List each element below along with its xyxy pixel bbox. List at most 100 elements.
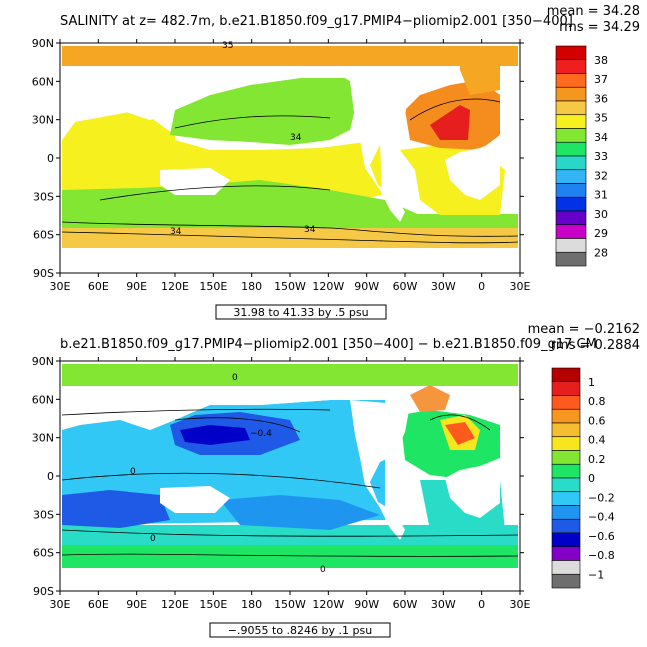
colorbar-swatch xyxy=(551,560,581,575)
colorbar-swatch xyxy=(551,408,581,424)
bottom-contour-1 xyxy=(61,408,331,416)
top-contour-atlantic xyxy=(409,98,501,121)
top-rms-label: rms = 34.29 xyxy=(559,20,640,35)
bottom-atlantic-orange xyxy=(445,422,475,445)
colorbar-label: 0 xyxy=(588,472,595,485)
top-contour-label-1: 35 xyxy=(222,41,233,51)
colorbar-swatch xyxy=(555,73,587,88)
lon-label: 150E xyxy=(199,280,227,293)
colorbar-swatch xyxy=(555,183,587,198)
lon-label: 150W xyxy=(274,598,306,611)
lon-label: 60E xyxy=(88,280,109,293)
lat-label: 60S xyxy=(33,229,54,242)
top-asia-landmass xyxy=(62,66,405,120)
lat-label: 0 xyxy=(47,152,54,165)
lat-label: 30N xyxy=(32,114,54,127)
lat-label: 90N xyxy=(32,355,54,368)
top-australia-landmass xyxy=(160,168,230,195)
lon-label: 90E xyxy=(126,598,147,611)
colorbar-swatch xyxy=(551,532,581,548)
colorbar-label: 31 xyxy=(594,189,608,202)
top-arctic-band xyxy=(62,46,518,66)
colorbar-label: 37 xyxy=(594,73,608,86)
top-contour-southern-1 xyxy=(61,221,519,237)
lon-label: 0 xyxy=(478,280,485,293)
bottom-kuroshio-darkblue xyxy=(180,425,250,445)
lon-label: 90W xyxy=(354,598,379,611)
top-contour-label-4: 34 xyxy=(304,225,316,235)
top-americas-landmass xyxy=(350,82,410,222)
bottom-rms-label: rms = 0.2884 xyxy=(551,338,640,353)
bottom-south-pacific-blue xyxy=(220,495,380,530)
top-contour-south-pacific xyxy=(99,185,331,201)
bottom-map-panel: b.e21.B1850.f09_g17.PMIP4−pliomip2.001 [… xyxy=(32,322,640,638)
bottom-ocean-fields xyxy=(61,364,519,591)
lon-label: 60E xyxy=(88,598,109,611)
colorbar-label: 35 xyxy=(594,112,608,125)
colorbar-swatch xyxy=(551,491,581,506)
lat-label: 90N xyxy=(32,37,54,50)
lon-label: 30E xyxy=(510,598,531,611)
top-contour-label-2: 34 xyxy=(290,133,302,143)
top-north-pacific-green xyxy=(170,78,360,145)
colorbar-swatch xyxy=(555,100,587,116)
bottom-contour-5 xyxy=(61,553,519,557)
lat-label: 60N xyxy=(32,393,54,406)
colorbar-swatch xyxy=(555,169,587,184)
colorbar-swatch xyxy=(551,477,581,493)
top-north-orange-patch xyxy=(460,55,500,95)
colorbar-label: 28 xyxy=(594,246,608,259)
top-title: SALINITY at z= 482.7m, b.e21.B1850.f09_g… xyxy=(60,14,573,29)
lat-label: 30S xyxy=(33,508,54,521)
top-mediterranean-red xyxy=(430,105,470,140)
bottom-range-box xyxy=(209,622,391,638)
lon-label: 30E xyxy=(50,280,71,293)
bottom-antarctica-landmass xyxy=(62,568,518,591)
bottom-contour-6 xyxy=(429,414,491,431)
lon-label: 120E xyxy=(161,280,189,293)
bottom-arctic-band xyxy=(62,364,518,386)
colorbar-swatch xyxy=(551,518,581,534)
bottom-colorbar: 1 0.8 0.6 0.4 0.2 0 −0.2 −0.4 −0.6 −0.8 −1 xyxy=(551,367,615,589)
lon-label: 60W xyxy=(393,280,418,293)
bottom-title: b.e21.B1850.f09_g17.PMIP4−pliomip2.001 [… xyxy=(60,337,597,352)
colorbar-swatch xyxy=(551,381,581,396)
lat-label: 30N xyxy=(32,432,54,445)
colorbar-label: 0.6 xyxy=(588,414,606,427)
lon-label: 60W xyxy=(393,598,418,611)
top-colorbar: 38 37 36 35 34 33 32 31 30 29 28 xyxy=(555,45,608,267)
colorbar-label: 0.8 xyxy=(588,395,606,408)
colorbar-swatch xyxy=(551,450,581,465)
colorbar-swatch xyxy=(555,155,587,171)
lon-label: 30E xyxy=(50,598,71,611)
bottom-contour-label-2: −0.4 xyxy=(250,429,272,439)
bottom-contour-4 xyxy=(61,529,519,537)
lon-label: 120W xyxy=(312,280,344,293)
colorbar-swatch xyxy=(551,367,581,383)
top-mean-label: mean = 34.28 xyxy=(547,4,640,19)
bottom-africa-landmass xyxy=(445,458,500,518)
lon-label: 150E xyxy=(199,598,227,611)
colorbar-swatch xyxy=(555,224,587,239)
colorbar-swatch xyxy=(555,251,587,267)
bottom-contour-label-4: 0 xyxy=(150,534,156,544)
bottom-mean-label: mean = −0.2162 xyxy=(528,322,640,337)
colorbar-label: −0.8 xyxy=(588,549,615,562)
colorbar-swatch xyxy=(555,86,587,102)
colorbar-swatch xyxy=(555,114,587,129)
top-map-panel: SALINITY at z= 482.7m, b.e21.B1850.f09_g… xyxy=(32,4,640,320)
bottom-south-indian-blue xyxy=(62,490,170,528)
colorbar-swatch xyxy=(551,436,581,451)
top-south-green xyxy=(62,180,420,224)
lat-label: 30S xyxy=(33,190,54,203)
colorbar-label: 38 xyxy=(594,54,608,67)
colorbar-label: 30 xyxy=(594,208,608,221)
colorbar-swatch xyxy=(551,573,581,589)
colorbar-label: −0.6 xyxy=(588,530,615,543)
top-contour-southern-2 xyxy=(61,231,519,244)
colorbar-swatch xyxy=(555,210,587,226)
colorbar-label: 32 xyxy=(594,169,608,182)
bottom-contour-label-5: 0 xyxy=(320,565,326,575)
